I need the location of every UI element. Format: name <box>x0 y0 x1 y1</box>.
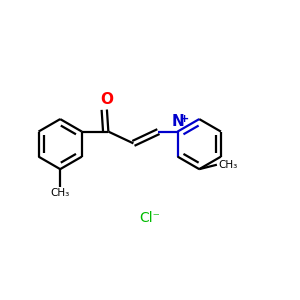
Text: CH₃: CH₃ <box>218 160 238 170</box>
Text: Cl⁻: Cl⁻ <box>140 211 160 225</box>
Text: O: O <box>100 92 113 106</box>
Text: N: N <box>172 114 184 129</box>
Text: +: + <box>179 114 189 124</box>
Text: CH₃: CH₃ <box>50 188 69 198</box>
